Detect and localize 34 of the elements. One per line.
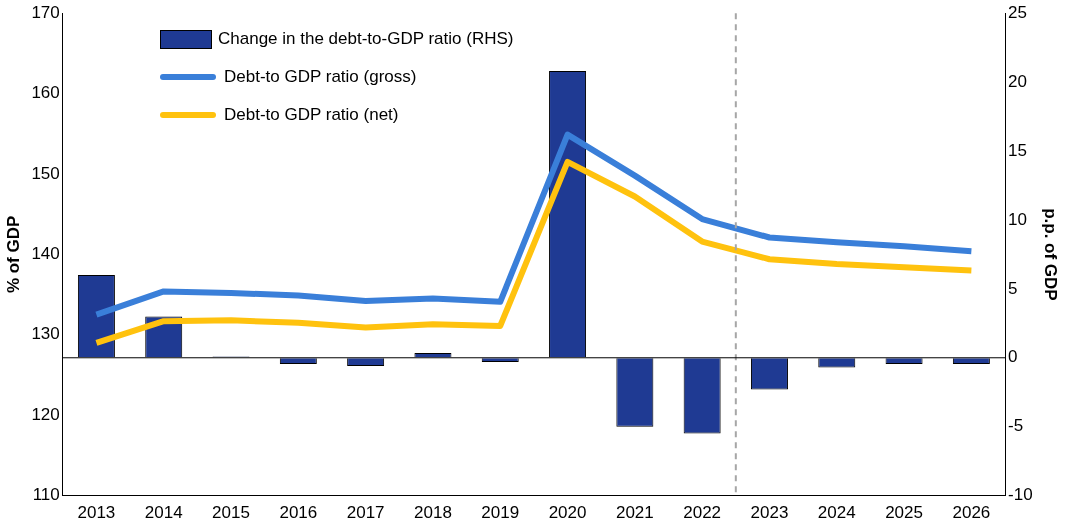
y2-tick-label: 5 bbox=[1008, 278, 1018, 298]
y-tick-label: 120 bbox=[31, 404, 60, 424]
y2-axis-title: p.p. of GDP bbox=[1041, 208, 1061, 301]
x-tick-label: 2026 bbox=[952, 503, 991, 523]
y-tick-label: 170 bbox=[31, 2, 60, 22]
legend-label: Debt-to GDP ratio (gross) bbox=[224, 67, 417, 87]
x-tick-label: 2015 bbox=[212, 503, 250, 523]
y-tick-label: 130 bbox=[31, 324, 60, 344]
x-tick-label: 2014 bbox=[144, 503, 183, 523]
x-tick-label: 2018 bbox=[414, 503, 452, 523]
y-axis-title: % of GDP bbox=[3, 215, 23, 294]
x-tick-label: 2024 bbox=[817, 503, 856, 523]
y-tick-label: 140 bbox=[31, 244, 60, 264]
x-tick-label: 2021 bbox=[615, 503, 654, 523]
y-tick-label: 160 bbox=[31, 83, 60, 103]
x-tick-label: 2022 bbox=[683, 503, 722, 523]
y2-tick-label: -5 bbox=[1008, 416, 1024, 436]
x-tick-label: 2019 bbox=[481, 503, 520, 523]
y2-tick-label: 10 bbox=[1008, 209, 1027, 229]
y-tick-label: 110 bbox=[32, 485, 60, 505]
y2-tick-label: 25 bbox=[1008, 2, 1027, 22]
legend-label: Change in the debt-to-GDP ratio (RHS) bbox=[218, 29, 514, 49]
y-tick-label: 150 bbox=[31, 163, 60, 183]
x-tick-label: 2017 bbox=[346, 503, 385, 523]
legend-label: Debt-to GDP ratio (net) bbox=[224, 105, 399, 125]
x-tick-label: 2023 bbox=[750, 503, 789, 523]
y2-tick-label: 0 bbox=[1008, 347, 1018, 367]
x-tick-label: 2020 bbox=[548, 503, 587, 523]
x-tick-label: 2016 bbox=[279, 503, 318, 523]
y2-tick-label: -10 bbox=[1008, 485, 1033, 505]
x-tick-label: 2025 bbox=[885, 503, 923, 523]
y2-tick-label: 20 bbox=[1008, 71, 1027, 91]
y2-tick-label: 15 bbox=[1008, 140, 1027, 160]
x-tick-label: 2013 bbox=[77, 503, 116, 523]
